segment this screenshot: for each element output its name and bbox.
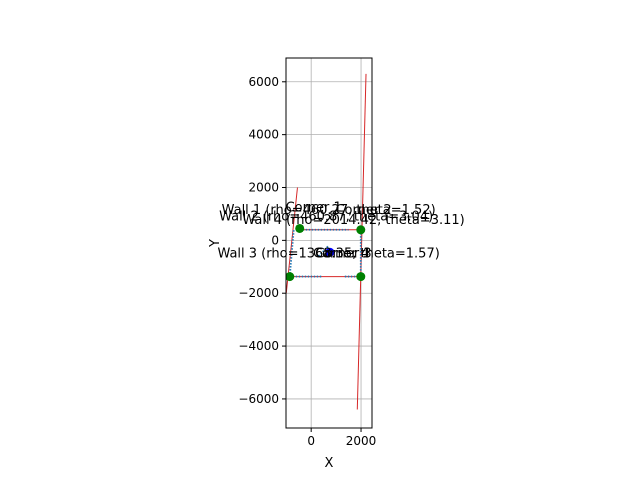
corner-label: Corner 2 bbox=[335, 203, 391, 218]
ticks: 0 2000 −6000 −4000 −2000 0 2000 4000 6000 bbox=[238, 75, 376, 448]
corner-marker bbox=[356, 272, 366, 282]
y-tick-label: −4000 bbox=[238, 339, 279, 353]
corner-marker bbox=[356, 225, 366, 235]
wall-label: Wall 1 (rho=460.27, theta=1.52) bbox=[222, 203, 436, 218]
wall-line bbox=[356, 73, 367, 410]
corner-label: Corner 4 bbox=[313, 247, 369, 262]
corner-label: Corner 1 bbox=[286, 200, 342, 215]
wall-label: Wall 3 (rho=1368.35, theta=1.57) bbox=[217, 247, 439, 262]
wall-label: Wall 2 (rho=460.87, theta=3.04) bbox=[219, 210, 433, 225]
x-tick-label: 0 bbox=[307, 434, 315, 448]
plot-area bbox=[286, 73, 367, 410]
y-tick-label: 6000 bbox=[248, 75, 279, 89]
wall-label: Wall 4 (rho=2014.42, theta=3.11) bbox=[242, 213, 464, 228]
y-tick-label: 0 bbox=[271, 233, 279, 247]
scan-points bbox=[288, 229, 295, 277]
x-tick-label: 2000 bbox=[346, 434, 377, 448]
corner-marker bbox=[286, 272, 295, 282]
y-tick-label: −6000 bbox=[238, 392, 279, 406]
y-tick-label: 4000 bbox=[248, 128, 279, 142]
robot-marker bbox=[325, 247, 335, 257]
corner-label: Corner 3 bbox=[316, 247, 372, 262]
y-tick-label: −2000 bbox=[238, 286, 279, 300]
scan-points bbox=[318, 245, 330, 257]
y-axis-label: Y bbox=[208, 239, 223, 248]
corner-marker bbox=[295, 223, 305, 233]
axes-frame bbox=[285, 57, 373, 429]
y-tick-label: 2000 bbox=[248, 181, 279, 195]
annotations: Wall 1 (rho=460.27, theta=1.52)Wall 2 (r… bbox=[217, 200, 464, 261]
x-axis-label: X bbox=[325, 456, 334, 471]
